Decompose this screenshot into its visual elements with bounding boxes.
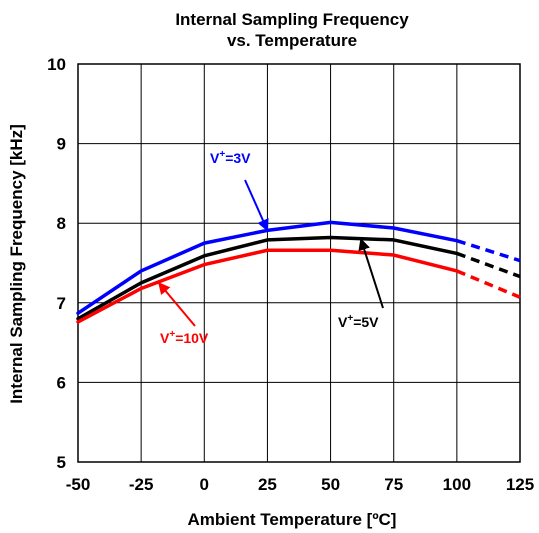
tick-layer: -50 -25 0 25 50 75 100 125 5 6 7 8 9 10 <box>47 55 534 494</box>
x-tick-label: 0 <box>200 475 209 494</box>
chart-title-line1: Internal Sampling Frequency <box>175 10 409 29</box>
series-line-1 <box>76 235 459 321</box>
y-tick-label: 6 <box>57 373 66 392</box>
series-line-2 <box>76 248 459 324</box>
series-layer <box>76 220 521 324</box>
x-tick-label: 125 <box>506 475 534 494</box>
x-tick-label: 50 <box>321 475 340 494</box>
annotation-layer: V+=3V V+=5V V+=10V <box>158 149 384 346</box>
y-axis-label: Internal Sampling Frequency [kHz] <box>7 124 26 404</box>
x-tick-label: 75 <box>384 475 403 494</box>
chart-title-line2: vs. Temperature <box>227 31 357 50</box>
annotation-arrow <box>158 281 196 327</box>
annotation-label: V+=3V <box>210 149 251 166</box>
series-dashed-2 <box>456 269 521 299</box>
y-tick-label: 9 <box>57 135 66 154</box>
plot-frame <box>77 63 521 463</box>
x-axis-label: Ambient Temperature [ºC] <box>188 510 397 529</box>
x-tick-label: 25 <box>258 475 277 494</box>
annotation-label: V+=10V <box>160 329 209 346</box>
annotation-arrow <box>244 179 269 232</box>
y-tick-label: 10 <box>47 55 66 74</box>
series-dashed-1 <box>456 251 521 279</box>
y-tick-label: 5 <box>57 453 66 472</box>
annotation-label: V+=5V <box>338 313 379 330</box>
series-dashed-0 <box>456 239 521 263</box>
x-tick-label: -50 <box>66 475 91 494</box>
annotation-arrow <box>358 237 384 309</box>
x-tick-label: -25 <box>129 475 154 494</box>
y-tick-label: 8 <box>57 214 66 233</box>
y-tick-label: 7 <box>57 294 66 313</box>
grid-layer <box>77 63 521 463</box>
x-tick-label: 100 <box>443 475 471 494</box>
